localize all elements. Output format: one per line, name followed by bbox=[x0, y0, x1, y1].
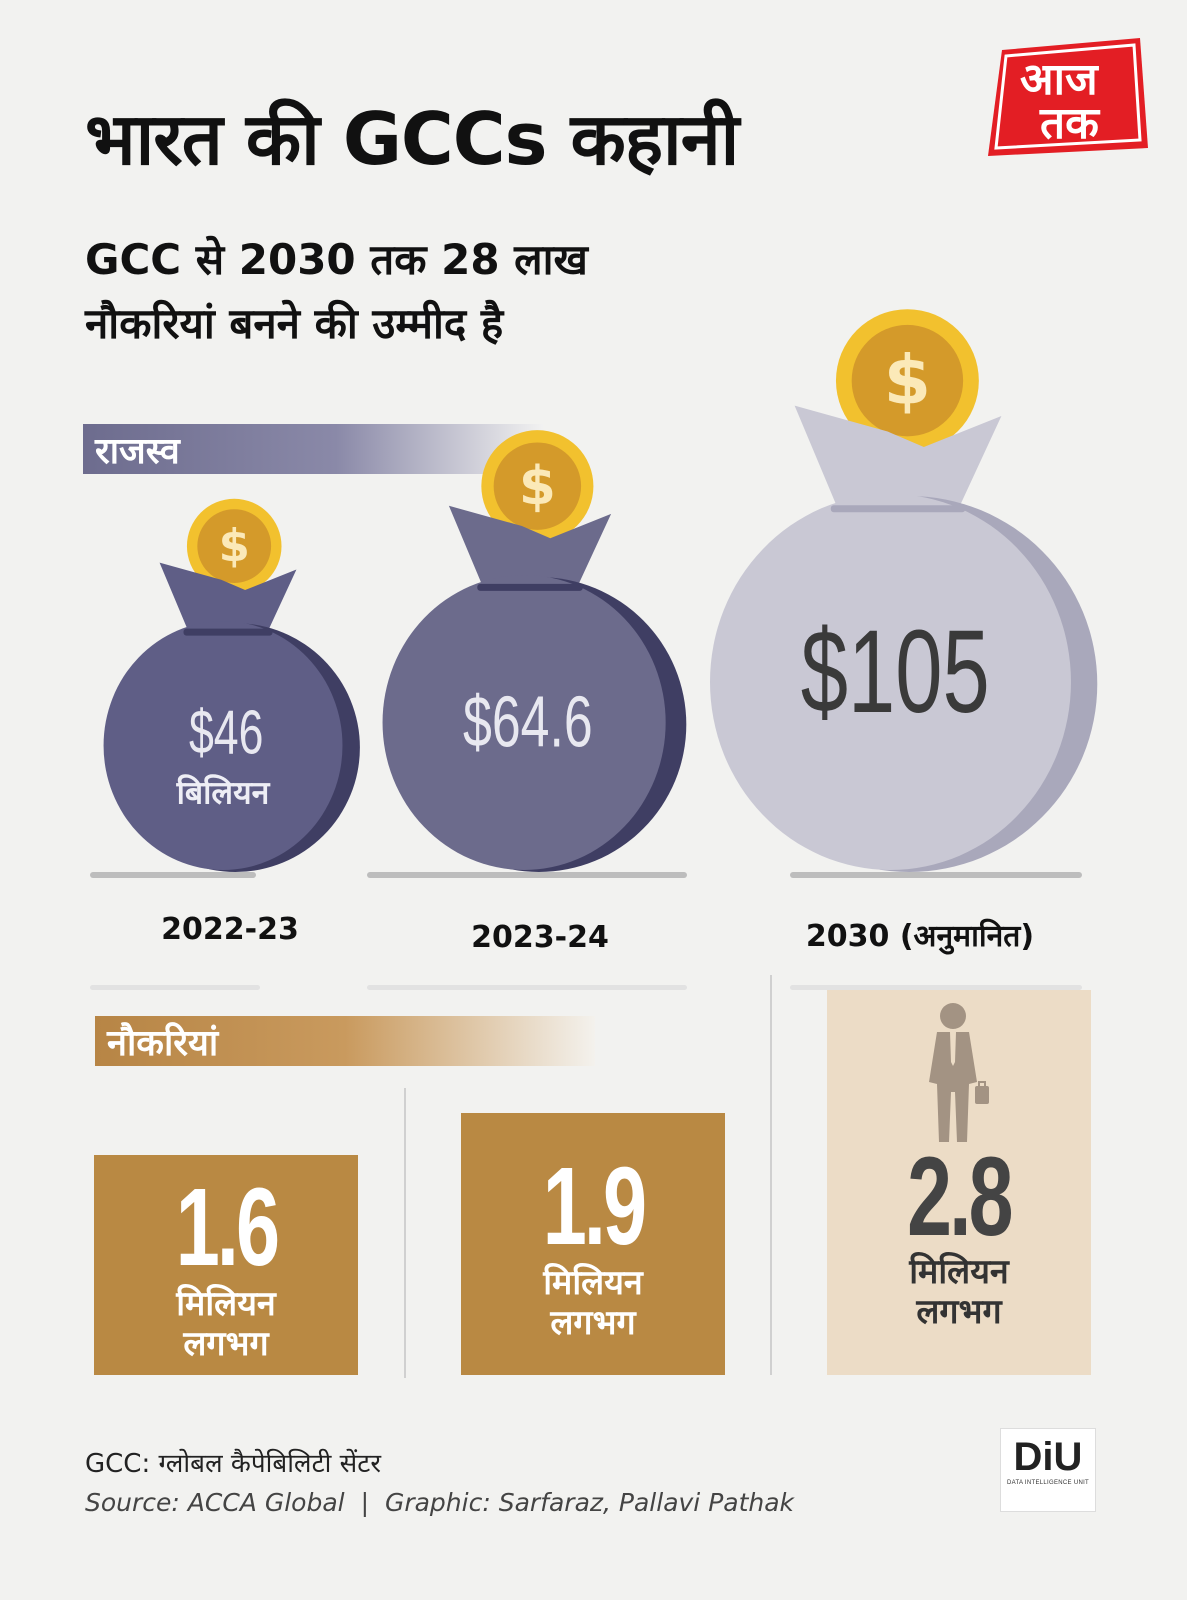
jobs-bar-2023-24: 1.9 मिलियन लगभग bbox=[461, 1113, 725, 1375]
coin-inner bbox=[851, 324, 964, 437]
column-divider bbox=[404, 1088, 406, 1378]
jobs-value-label: 1.9 bbox=[542, 1145, 646, 1268]
bag-tie bbox=[830, 505, 966, 513]
jobs-value-label: 2.8 bbox=[907, 1134, 1013, 1259]
bag-top bbox=[794, 405, 1002, 517]
jobs-note-label: लगभग bbox=[550, 1303, 636, 1343]
logo-text-bottom: तक bbox=[1039, 98, 1101, 149]
businessman-icon bbox=[929, 1003, 989, 1142]
revenue-bags: $ $46 बिलियन $ $64.6 $ $105 bbox=[103, 309, 1098, 872]
bag-tie bbox=[183, 628, 273, 636]
diu-logo: DiU DATA INTELLIGENCE UNIT bbox=[1000, 1428, 1096, 1512]
source-credit: Source: ACCA Global | Graphic: Sarfaraz,… bbox=[85, 1488, 794, 1517]
jobs-value-label: 1.6 bbox=[175, 1166, 279, 1289]
revenue-bag-2 bbox=[710, 494, 1071, 870]
year-label-3: 2030 (अनुमानित) bbox=[805, 919, 1035, 954]
jobs-note-label: लगभग bbox=[916, 1292, 1002, 1332]
diu-logo-text: DiU bbox=[1013, 1435, 1083, 1479]
diu-logo-caption: DATA INTELLIGENCE UNIT bbox=[1006, 1480, 1090, 1486]
revenue-value-label: $105 bbox=[801, 605, 990, 737]
column-divider bbox=[770, 975, 772, 1375]
shelf-line bbox=[367, 872, 687, 878]
separator-line bbox=[790, 985, 1082, 990]
jobs-unit-label: मिलियन bbox=[176, 1284, 276, 1324]
jobs-section-label: नौकरियां bbox=[95, 1016, 595, 1066]
revenue-bag-1 bbox=[382, 575, 666, 870]
revenue-value-label: $64.6 bbox=[463, 682, 593, 762]
revenue-bag-0 bbox=[103, 621, 343, 870]
dollar-icon: $ bbox=[519, 455, 556, 517]
coin-inner bbox=[197, 509, 272, 583]
jobs-unit-label: मिलियन bbox=[909, 1252, 1009, 1292]
year-label-2: 2023-24 bbox=[471, 920, 609, 955]
jobs-note-label: लगभग bbox=[183, 1324, 269, 1364]
revenue-section-label: राजस्व bbox=[83, 424, 543, 474]
separator-line bbox=[90, 985, 260, 990]
jobs-unit-label: मिलियन bbox=[543, 1263, 643, 1303]
dollar-icon: $ bbox=[884, 341, 931, 420]
jobs-bar-2022-23: 1.6 मिलियन लगभग bbox=[94, 1155, 358, 1375]
shelf-line bbox=[790, 872, 1082, 878]
aajtak-logo: आज तक bbox=[988, 38, 1148, 156]
revenue-value-label: $46 bbox=[189, 698, 263, 767]
revenue-unit-label: बिलियन bbox=[176, 774, 271, 812]
bag-top bbox=[159, 562, 297, 637]
page-subtitle: GCC से 2030 तक 28 लाख नौकरियां बनने की उ… bbox=[85, 235, 588, 348]
coin-inner bbox=[493, 442, 582, 530]
bag-top bbox=[448, 505, 612, 593]
logo-text-top: आज bbox=[1020, 54, 1099, 105]
gcc-definition: GCC: ग्लोबल कैपेबिलिटी सेंटर bbox=[85, 1449, 381, 1479]
bag-tie bbox=[477, 583, 583, 591]
dollar-icon: $ bbox=[219, 519, 250, 572]
credit-separator: | bbox=[360, 1488, 369, 1517]
jobs-bar-2030: 2.8 मिलियन लगभग bbox=[827, 990, 1091, 1375]
year-label-1: 2022-23 bbox=[161, 912, 299, 947]
separator-line bbox=[367, 985, 687, 990]
source-text: Source: ACCA Global bbox=[85, 1488, 345, 1517]
graphic-credit: Graphic: Sarfaraz, Pallavi Pathak bbox=[384, 1488, 795, 1517]
shelf-line bbox=[90, 872, 256, 878]
page-title: भारत की GCCs कहानी bbox=[85, 97, 739, 181]
